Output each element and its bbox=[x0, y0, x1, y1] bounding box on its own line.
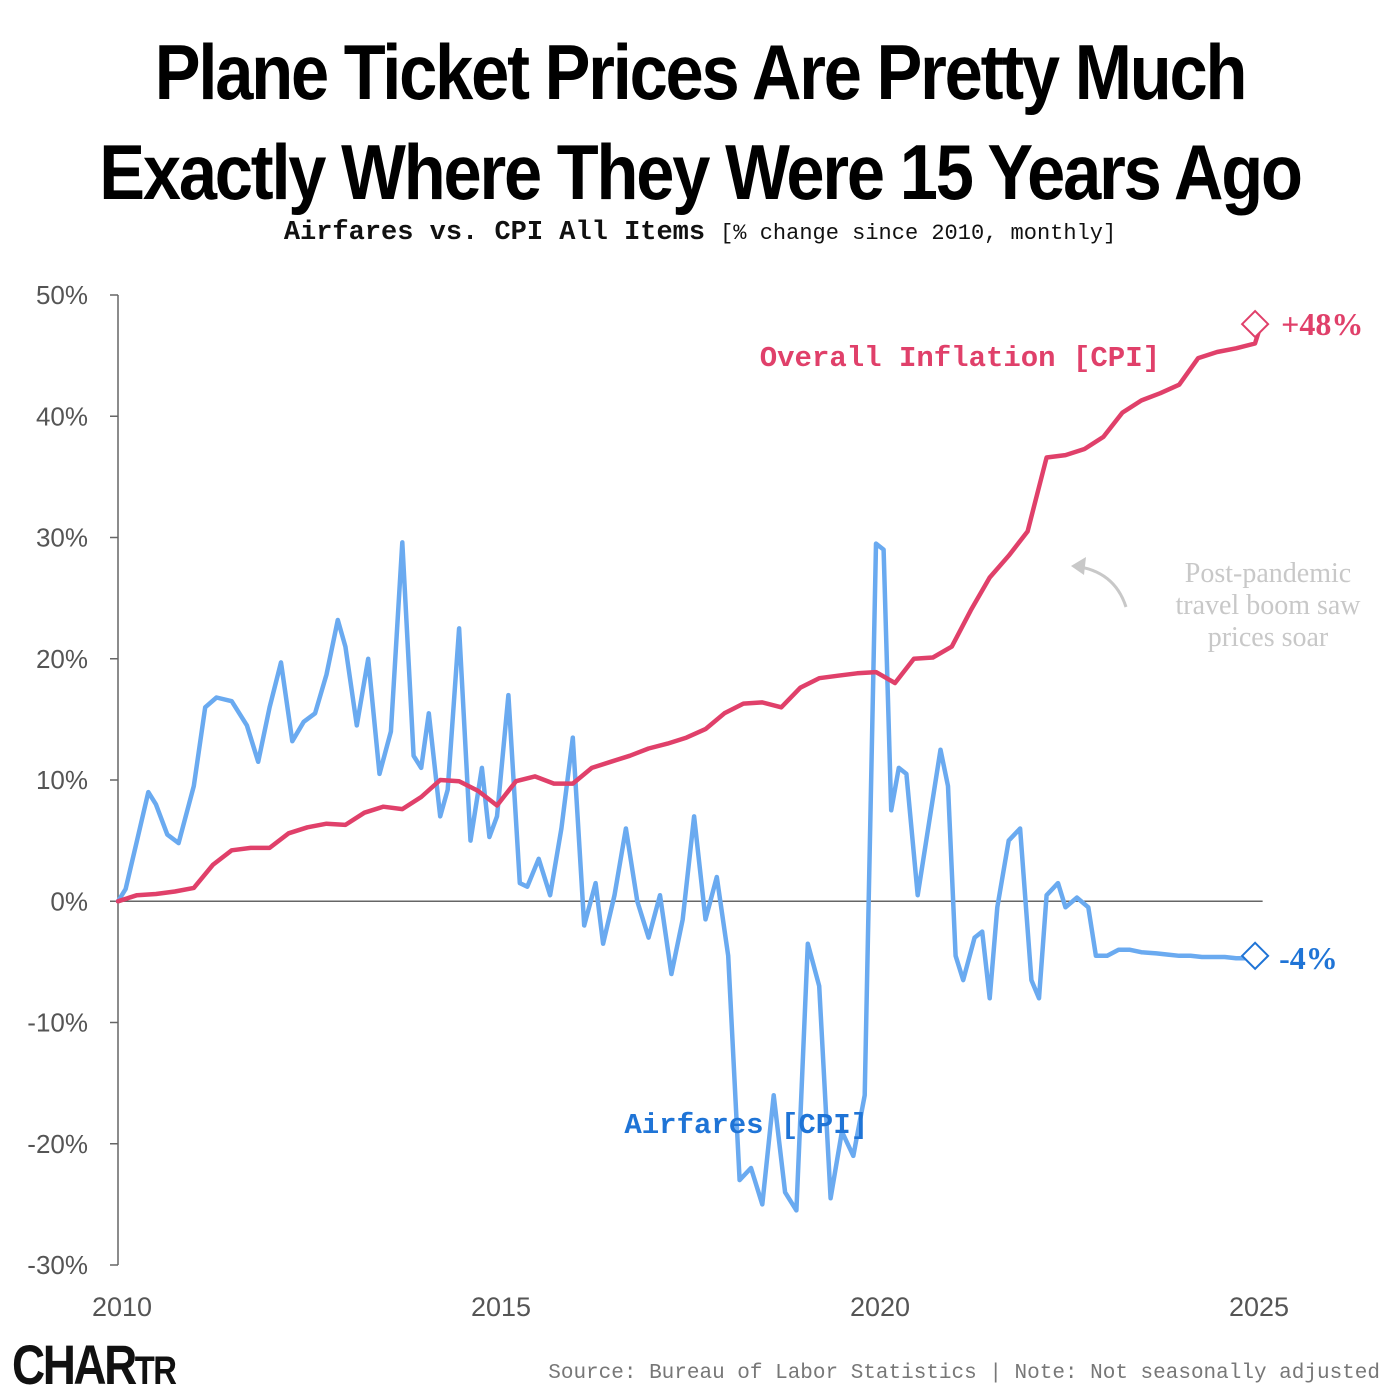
subtitle-main: Airfares vs. CPI All Items bbox=[283, 218, 706, 248]
title-line-1: Plane Ticket Prices Are Pretty Much bbox=[154, 28, 1248, 116]
chartr-logo: CHARTR bbox=[12, 1332, 177, 1397]
y-tick-label: 10% bbox=[36, 765, 88, 795]
x-tick-label: 2020 bbox=[850, 1292, 910, 1322]
series-label-cpi: Overall Inflation [CPI] bbox=[760, 342, 1160, 375]
y-tick-label: 30% bbox=[36, 523, 88, 553]
series-line-cpi bbox=[115, 321, 1264, 904]
y-tick-label: -20% bbox=[27, 1129, 88, 1159]
y-tick-label: 50% bbox=[36, 280, 88, 310]
y-tick-label: 0% bbox=[50, 886, 88, 916]
annotation-text-line: travel boom saw bbox=[1175, 590, 1361, 621]
page-title: Plane Ticket Prices Are Pretty Much Exac… bbox=[84, 22, 1316, 222]
y-tick-label: 40% bbox=[36, 401, 88, 431]
series-line-airfares bbox=[115, 540, 1264, 1213]
y-tick-label: -30% bbox=[27, 1250, 88, 1280]
series-label-airfares: Airfares [CPI] bbox=[624, 1109, 868, 1142]
x-tick-label: 2025 bbox=[1229, 1292, 1289, 1322]
subtitle-note: [% change since 2010, monthly] bbox=[720, 221, 1117, 246]
logo-small: TR bbox=[134, 1349, 177, 1393]
x-tick-label: 2010 bbox=[92, 1292, 152, 1322]
x-tick-label: 2015 bbox=[471, 1292, 531, 1322]
annotation-text-line: Post-pandemic bbox=[1185, 558, 1351, 589]
end-label-cpi: +48% bbox=[1281, 306, 1363, 342]
end-label-airfares: -4% bbox=[1279, 940, 1338, 976]
title-line-2: Exactly Where They Were 15 Years Ago bbox=[99, 128, 1303, 216]
source-note: Source: Bureau of Labor Statistics | Not… bbox=[548, 1362, 1380, 1385]
annotation-arrowhead bbox=[1071, 557, 1086, 575]
end-marker-airfares bbox=[1240, 941, 1270, 971]
annotation-text-line: prices soar bbox=[1208, 622, 1329, 653]
logo-main: CHAR bbox=[12, 1333, 137, 1396]
y-tick-label: 20% bbox=[36, 644, 88, 674]
chart-subtitle: Airfares vs. CPI All Items [% change sin… bbox=[0, 218, 1400, 248]
end-marker-cpi bbox=[1240, 309, 1270, 339]
y-tick-label: -10% bbox=[27, 1008, 88, 1038]
